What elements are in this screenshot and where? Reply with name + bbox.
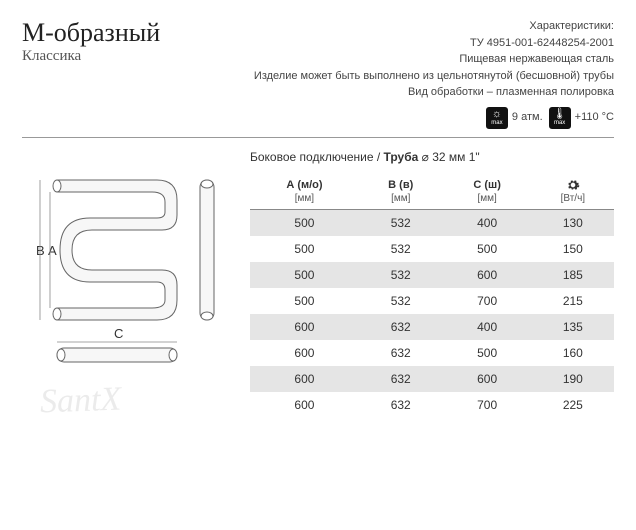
col-c: С (ш)[мм] (443, 174, 532, 210)
gear-icon (566, 178, 580, 192)
table-row: 500532500150 (250, 236, 614, 262)
table-area: Боковое подключение / Труба ⌀ 32 мм 1" А… (250, 150, 614, 418)
spec-icons: ☼ max 9 атм. 🌡 max +110 °С (254, 107, 614, 129)
spec-line: Вид обработки – плазменная полировка (254, 84, 614, 101)
temperature-value: +110 °С (575, 109, 614, 126)
table-title: Боковое подключение / Труба ⌀ 32 мм 1" (250, 150, 614, 164)
table-row: 600632700225 (250, 392, 614, 418)
col-power: [Вт/ч] (532, 174, 614, 210)
col-a: А (м/о)[мм] (250, 174, 359, 210)
content: B A C Боковое подключение / Труба ⌀ 32 м… (22, 150, 614, 418)
title-block: М-образный Классика (22, 18, 160, 65)
spec-line: Изделие может быть выполнено из цельнотя… (254, 68, 614, 85)
pressure-icon: ☼ max (486, 107, 508, 129)
col-b: В (в)[мм] (359, 174, 443, 210)
dimensions-table: А (м/о)[мм] В (в)[мм] С (ш)[мм] [Вт/ч] 5… (250, 174, 614, 418)
table-row: 500532600185 (250, 262, 614, 288)
specs-caption: Характеристики: (254, 18, 614, 35)
table-row: 600632600190 (250, 366, 614, 392)
product-subtitle: Классика (22, 48, 160, 65)
temperature-badge: 🌡 max +110 °С (549, 107, 614, 129)
pressure-badge: ☼ max 9 атм. (486, 107, 543, 129)
pressure-value: 9 атм. (512, 109, 543, 126)
table-row: 600632500160 (250, 340, 614, 366)
table-body: 500532400130 500532500150 500532600185 5… (250, 209, 614, 418)
dim-label-a: A (48, 243, 57, 258)
specs-block: Характеристики: ТУ 4951-001-62448254-200… (254, 18, 614, 129)
divider (22, 137, 614, 138)
product-diagram: B A C (22, 150, 232, 418)
dim-label-c: C (114, 326, 123, 341)
thermometer-icon: 🌡 max (549, 107, 571, 129)
table-row: 600632400135 (250, 314, 614, 340)
product-title: М-образный (22, 18, 160, 48)
spec-line: ТУ 4951-001-62448254-2001 (254, 35, 614, 52)
table-row: 500532400130 (250, 209, 614, 236)
header: М-образный Классика Характеристики: ТУ 4… (22, 18, 614, 129)
diagram-svg: B A C (22, 150, 232, 390)
table-row: 500532700215 (250, 288, 614, 314)
spec-line: Пищевая нержавеющая сталь (254, 51, 614, 68)
